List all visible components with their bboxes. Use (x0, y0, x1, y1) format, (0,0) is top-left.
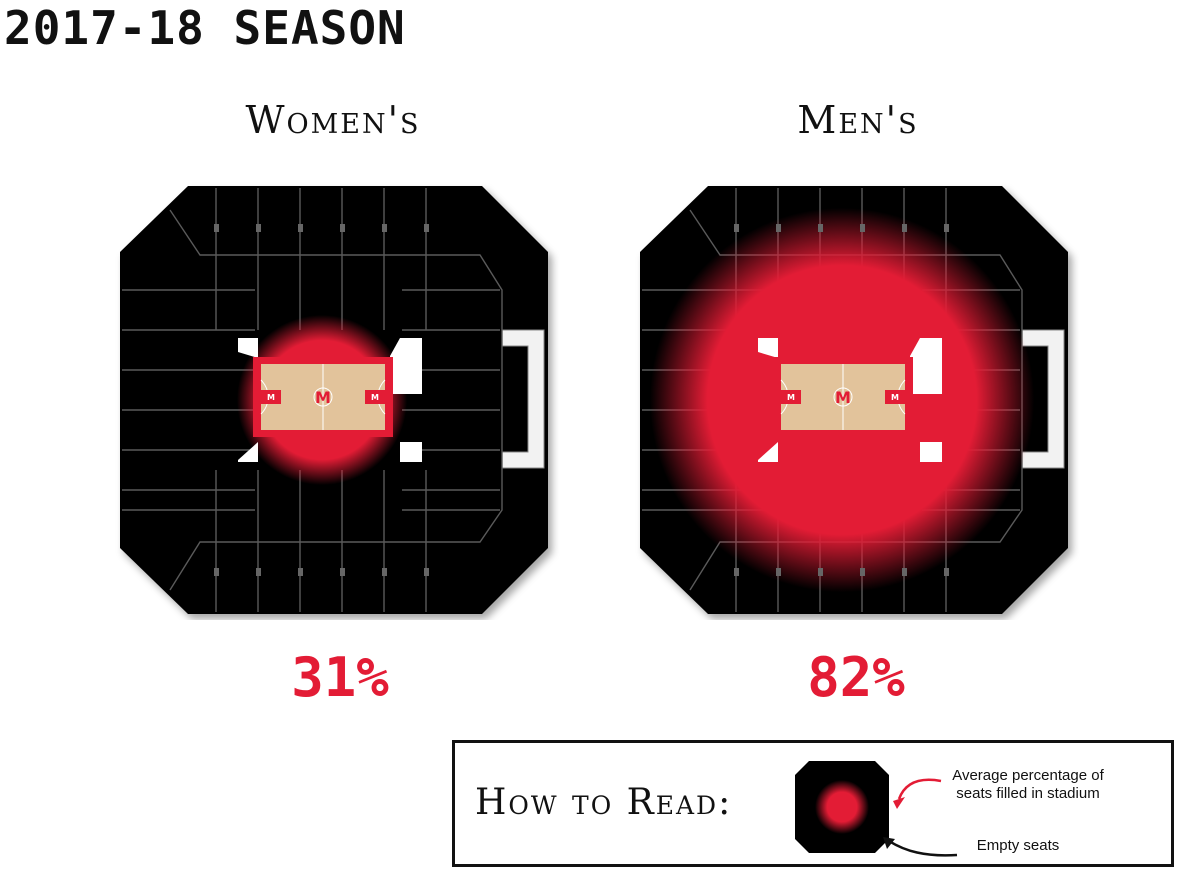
filled-arrow (897, 778, 942, 800)
legend-arrows (883, 778, 958, 857)
womens-fill-percent: 31% (291, 646, 389, 709)
tunnel-notches (238, 338, 422, 462)
court-end-logo-right: M (891, 393, 899, 402)
court-end-logo-left: M (267, 393, 275, 402)
legend-filled-note: Average percentage of seats filled in st… (952, 767, 1104, 802)
court-logo: M (835, 388, 851, 407)
legend-heading: How to Read: (475, 782, 733, 823)
court-end-logo-left: M (787, 393, 795, 402)
basketball-court: MM M (253, 357, 393, 437)
mens-fill-percent: 82% (807, 646, 905, 709)
mens-arena-label: Men's (797, 98, 919, 142)
mens-arena-diagram: MM M (640, 186, 1068, 614)
legend-arena-icon (795, 761, 889, 853)
how-to-read-legend: How to Read: Average percentage of seats… (452, 740, 1174, 867)
aisle-markers (734, 224, 949, 576)
womens-arena-label: Women's (245, 98, 421, 142)
womens-arena-diagram: MM M (120, 186, 548, 614)
empty-arrow (888, 839, 958, 857)
page-title: 2017-18 SEASON (4, 1, 406, 55)
court-logo: M (315, 388, 331, 407)
legend-empty-note: Empty seats (976, 837, 1060, 854)
legend-fill-glow (815, 780, 869, 834)
basketball-court: MM M (773, 357, 913, 437)
court-end-logo-right: M (371, 393, 379, 402)
aisle-markers (214, 224, 429, 576)
tunnel-notches (758, 338, 942, 462)
